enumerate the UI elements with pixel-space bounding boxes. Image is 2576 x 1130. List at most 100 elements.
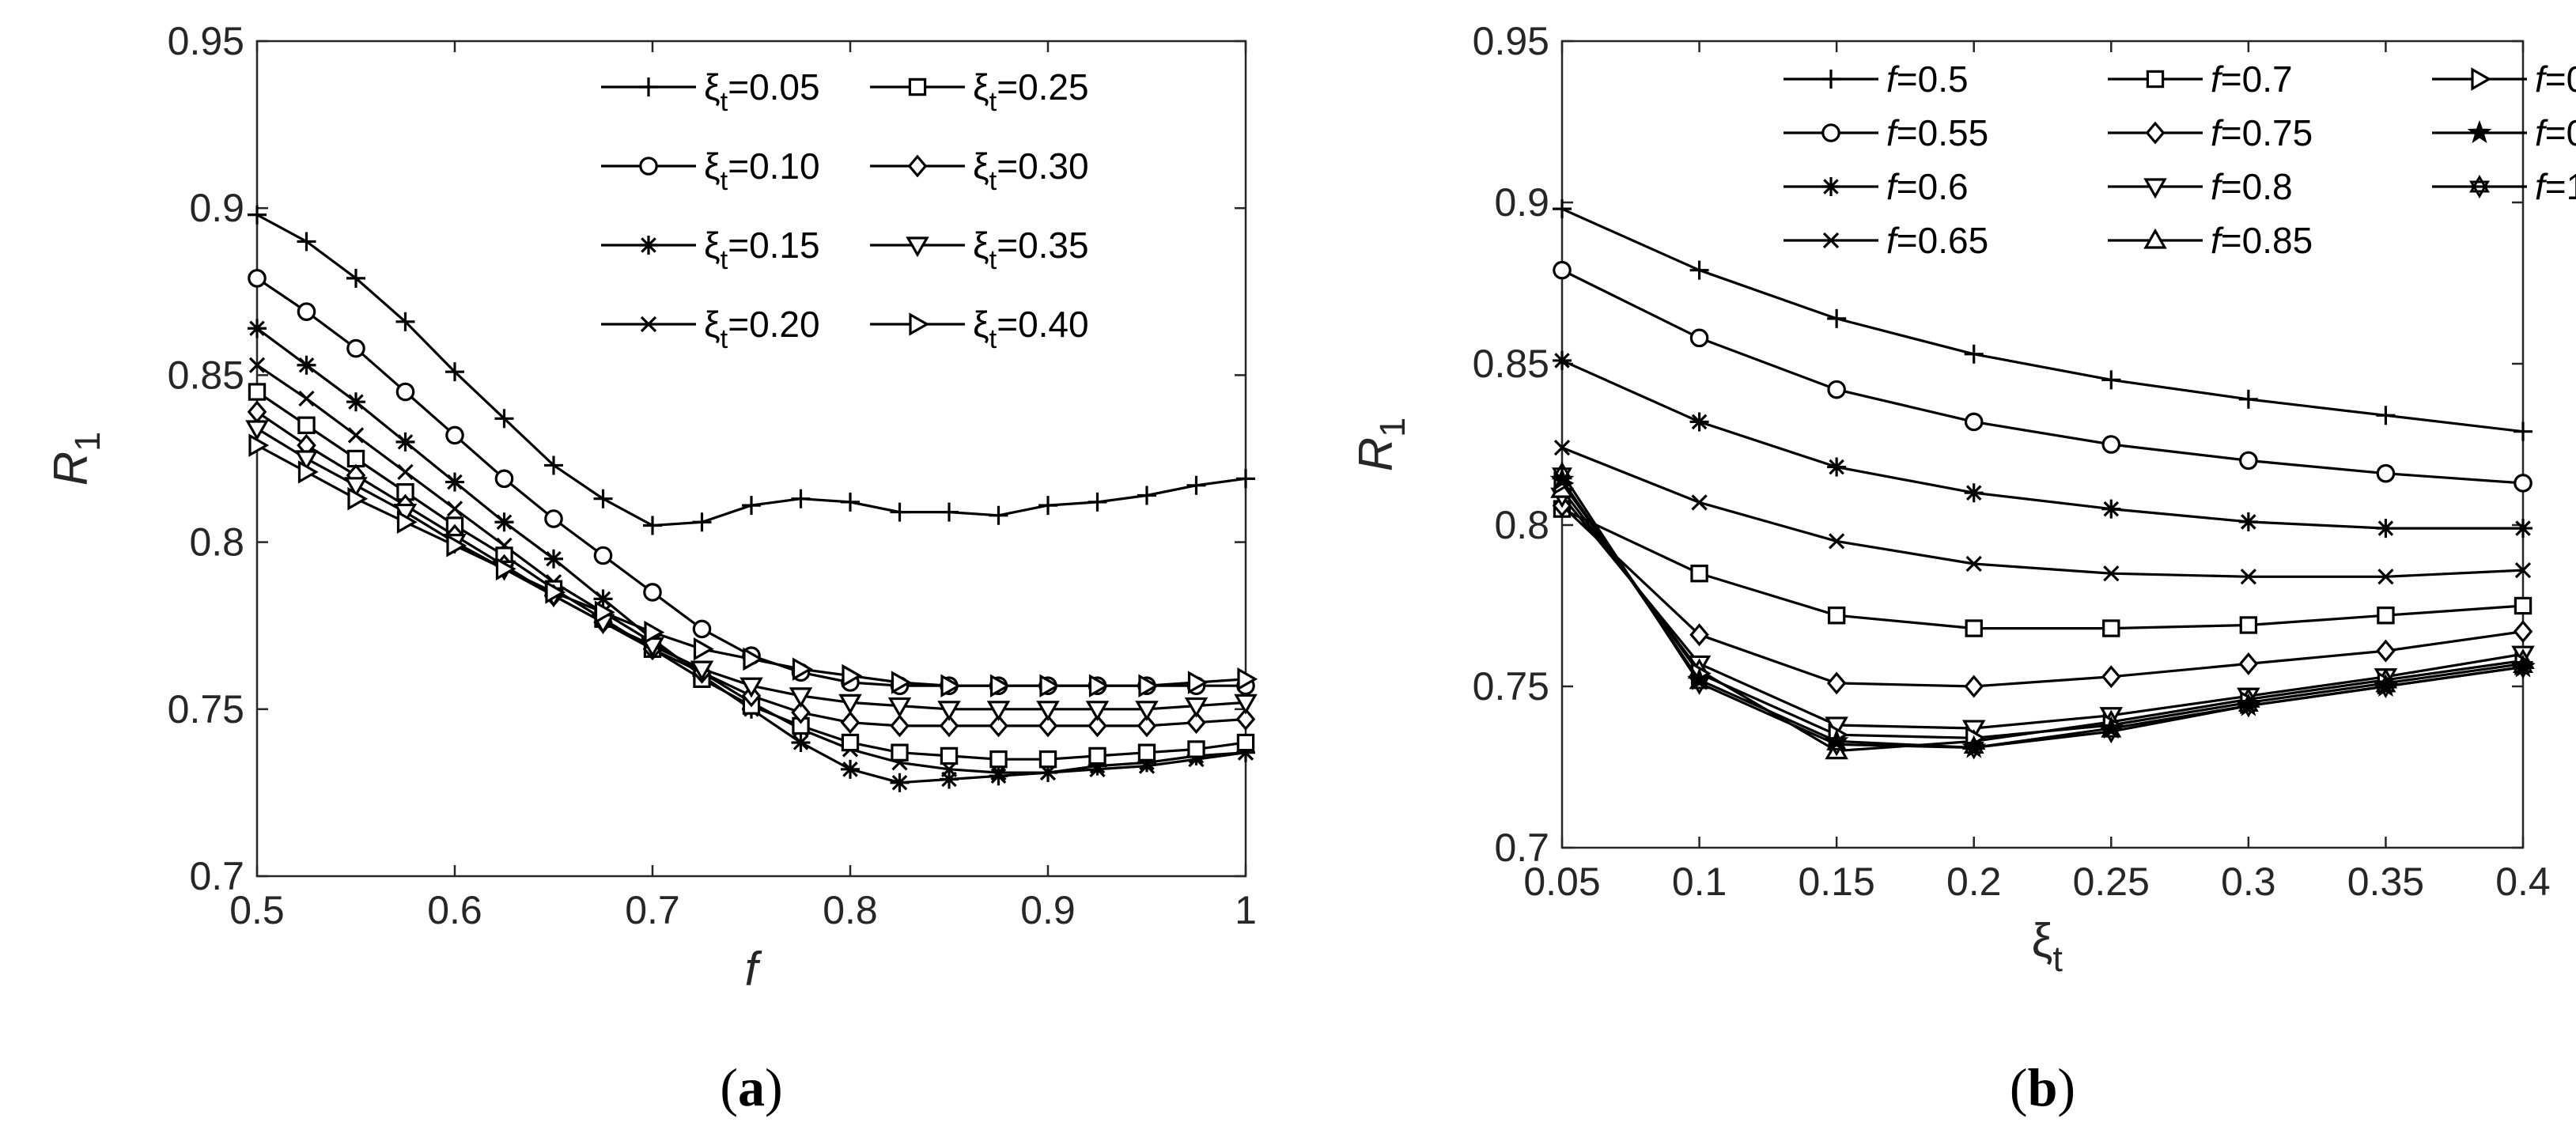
panel-b-legend-marker bbox=[2143, 228, 2167, 249]
panel-a-data-point bbox=[347, 427, 365, 444]
panel-a-data-point-shape bbox=[743, 647, 764, 671]
panel-a-data-point bbox=[1187, 740, 1205, 758]
panel-b-xtick-label: 0.15 bbox=[1798, 860, 1874, 904]
panel-b-series-line bbox=[1561, 446, 2524, 578]
panel-a-data-point-shape bbox=[1038, 496, 1057, 516]
panel-b-legend-label-rest: =0.7 bbox=[2221, 59, 2293, 100]
panel-a-data-point-shape bbox=[593, 489, 613, 508]
panel-a-data-point-shape bbox=[1137, 743, 1156, 762]
panel-a-data-point-shape bbox=[544, 549, 563, 569]
panel-a-ytick-label: 0.95 bbox=[168, 19, 244, 63]
panel-a-xlabel: f bbox=[745, 943, 762, 996]
panel-a-data-point-shape bbox=[937, 701, 961, 722]
panel-a-data-point-shape bbox=[989, 766, 1008, 786]
panel-a-data-point bbox=[248, 205, 267, 225]
panel-a-data-point-shape bbox=[1039, 674, 1061, 697]
panel-b-data-point-shape bbox=[2376, 519, 2396, 539]
panel-b-ytick-label: 0.7 bbox=[1494, 826, 1549, 870]
panel-a-data-point bbox=[297, 302, 316, 321]
panel-b-data-point-shape bbox=[2514, 519, 2532, 539]
panel-b-data-point bbox=[2377, 569, 2394, 585]
panel-b-legend-label-rest: =0.55 bbox=[1897, 112, 1988, 153]
panel-a-data-point-shape bbox=[344, 477, 368, 498]
panel-a-data-point bbox=[791, 701, 811, 724]
panel-a-legend-label-rest: =0.20 bbox=[728, 304, 819, 345]
panel-a-data-point-shape bbox=[891, 743, 909, 762]
panel-a-data-point bbox=[544, 549, 563, 569]
panel-a-data-point bbox=[887, 697, 912, 718]
panel-a-data-point-shape bbox=[692, 512, 712, 532]
panel-b-legend-marker-shape bbox=[2145, 121, 2166, 145]
panel-a-data-point-shape bbox=[842, 663, 863, 688]
panel-b-data-point bbox=[2101, 665, 2121, 689]
panel-b-data-point bbox=[2103, 565, 2120, 582]
panel-a-data-point bbox=[989, 505, 1008, 525]
panel-a-legend-label: ξt=0.35 bbox=[973, 225, 1089, 275]
panel-a-data-point-shape bbox=[791, 489, 811, 508]
panel-b-data-point-shape bbox=[1691, 494, 1708, 511]
panel-a-data-point-shape bbox=[248, 205, 267, 225]
panel-a-legend-label-sub: t bbox=[721, 324, 728, 354]
panel-b-data-point-shape bbox=[1964, 675, 1984, 698]
panel-a-data-point-shape bbox=[891, 671, 912, 694]
panel-b-legend-entry: f=0.5 bbox=[1784, 59, 1969, 100]
panel-a-data-point-shape bbox=[495, 557, 516, 581]
panel-a-data-point bbox=[1039, 674, 1061, 697]
panel-a-data-point bbox=[841, 733, 860, 752]
panel-b-data-point-shape bbox=[1827, 457, 1847, 477]
panel-b-data-point-shape bbox=[2376, 639, 2396, 663]
panel-a-data-point bbox=[346, 338, 365, 358]
panel-b-data-point-shape bbox=[1964, 483, 1984, 503]
panel-b-data-point bbox=[1827, 607, 1846, 625]
panel-b-data-point-shape-a bbox=[1826, 732, 1848, 750]
panel-a-data-point-shape bbox=[1236, 469, 1255, 489]
panel-b-legend-label: f=0.75 bbox=[2211, 112, 2313, 153]
panel-b-data-point-shape bbox=[1965, 555, 1982, 573]
panel-a-data-point-shape bbox=[989, 505, 1008, 525]
panel-a-data-point bbox=[344, 477, 368, 498]
panel-a-data-point bbox=[544, 509, 563, 528]
panel-a-legend-label-rest: =0.25 bbox=[997, 66, 1088, 108]
panel-a-data-point bbox=[791, 489, 811, 508]
panel-b-xtick-label: 0.3 bbox=[2221, 860, 2276, 904]
panel-a-legend-label-sub: t bbox=[989, 245, 997, 275]
panel-b-data-point bbox=[1829, 533, 1845, 550]
panel-b-data-point bbox=[1552, 461, 1572, 486]
panel-b-xlabel-main: ξ bbox=[2032, 914, 2053, 967]
panel-a-legend-label: ξt=0.10 bbox=[704, 146, 820, 196]
panel-a-data-point bbox=[545, 580, 566, 604]
panel-a-data-point-shape bbox=[347, 486, 369, 511]
panel-a-data-point bbox=[494, 469, 514, 489]
panel-a-data-point-shape bbox=[544, 509, 563, 528]
panel-a-data-point-shape bbox=[887, 697, 912, 718]
panel-a-data-point bbox=[1038, 714, 1058, 738]
panel-a-data-point-shape bbox=[1235, 708, 1256, 731]
panel-a-legend-entry: ξt=0.15 bbox=[601, 225, 820, 275]
panel-a-data-point-shape bbox=[693, 637, 714, 661]
panel-a-data-point bbox=[593, 546, 613, 565]
panel-b-legend-marker-shape bbox=[1821, 177, 1840, 196]
panel-a-data-point bbox=[1088, 492, 1107, 512]
panel-a-ytick-label: 0.85 bbox=[168, 353, 244, 397]
panel-b-legend-label-rest: =0.9 bbox=[2545, 59, 2576, 100]
panel-a-legend-marker-shape bbox=[907, 154, 928, 178]
panel-b-data-point-shape-a bbox=[2513, 655, 2533, 673]
panel-a-data-point bbox=[792, 657, 813, 681]
panel-a-data-point bbox=[1236, 469, 1255, 489]
panel-b-series-line bbox=[1561, 269, 2524, 485]
panel-b-series-1 bbox=[1553, 260, 2532, 493]
panel-b-legend-label-rest: =0.75 bbox=[2221, 112, 2313, 153]
panel-a-data-point-shape bbox=[841, 759, 860, 779]
panel-a-data-point-shape bbox=[890, 714, 910, 738]
panel-a-data-point bbox=[1137, 486, 1156, 505]
panel-b-data-point bbox=[2514, 561, 2532, 579]
panel-b-label: (b) bbox=[2010, 1057, 2075, 1117]
panel-b-data-point bbox=[1553, 350, 1572, 370]
panel-b-data-point bbox=[1827, 457, 1847, 477]
panel-a-data-point-shape bbox=[445, 362, 464, 382]
panel-b-data-point bbox=[1963, 735, 1984, 760]
panel-a-data-point-shape bbox=[1237, 667, 1258, 691]
panel-a-legend-marker bbox=[639, 236, 658, 255]
panel-b-data-point bbox=[1689, 260, 1709, 280]
panel-b-data-point bbox=[1964, 675, 1984, 698]
